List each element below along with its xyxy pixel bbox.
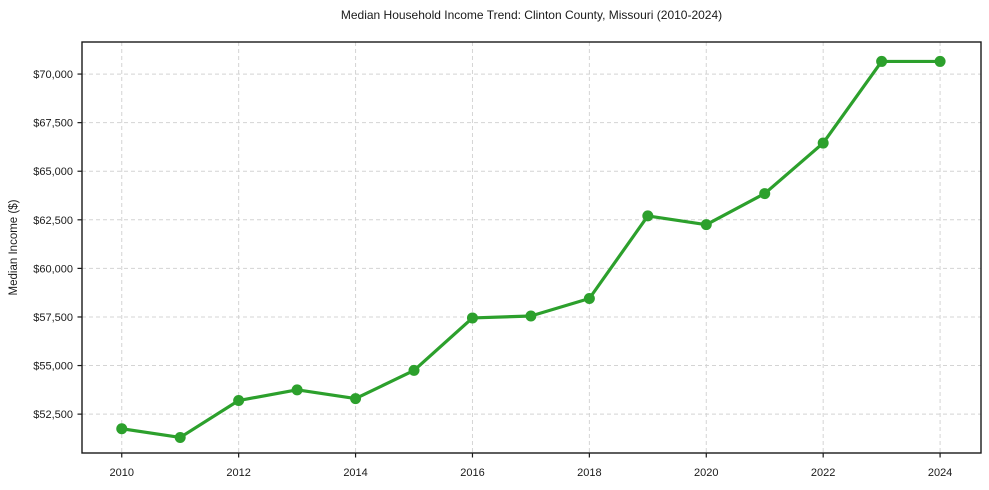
data-point	[759, 188, 771, 200]
x-tick-label: 2018	[577, 467, 601, 479]
x-tick-label: 2020	[694, 467, 718, 479]
y-tick-label: $65,000	[33, 166, 73, 178]
x-tick-label: 2014	[343, 467, 367, 479]
data-point	[116, 423, 128, 435]
plot-border	[81, 41, 982, 454]
y-tick-label: $57,500	[33, 312, 73, 324]
y-tick-label: $62,500	[33, 215, 73, 227]
y-tick-label: $60,000	[33, 263, 73, 275]
trend-line	[120, 59, 942, 440]
data-point	[700, 219, 712, 231]
data-point	[583, 293, 595, 305]
data-point	[174, 431, 186, 443]
data-point	[350, 393, 362, 405]
x-tick-label: 2010	[110, 467, 134, 479]
y-tick-label: $67,500	[33, 118, 73, 130]
y-axis-label: Median Income ($)	[8, 199, 20, 295]
data-point	[466, 312, 478, 324]
data-point	[525, 310, 537, 322]
x-tick-label: 2024	[928, 467, 952, 479]
data-point	[291, 384, 303, 396]
data-point	[934, 55, 946, 67]
y-tick-label: $52,500	[33, 409, 73, 421]
data-point	[233, 395, 245, 407]
data-point	[642, 210, 654, 222]
x-tick-label: 2016	[460, 467, 484, 479]
y-tick-label: $70,000	[33, 69, 73, 81]
data-point	[408, 364, 420, 376]
data-point	[817, 137, 829, 149]
x-tick-label: 2012	[226, 467, 250, 479]
data-point	[876, 55, 888, 67]
x-tick-label: 2022	[811, 467, 835, 479]
y-tick-label: $55,000	[33, 361, 73, 373]
chart-title: Median Household Income Trend: Clinton C…	[340, 8, 723, 22]
